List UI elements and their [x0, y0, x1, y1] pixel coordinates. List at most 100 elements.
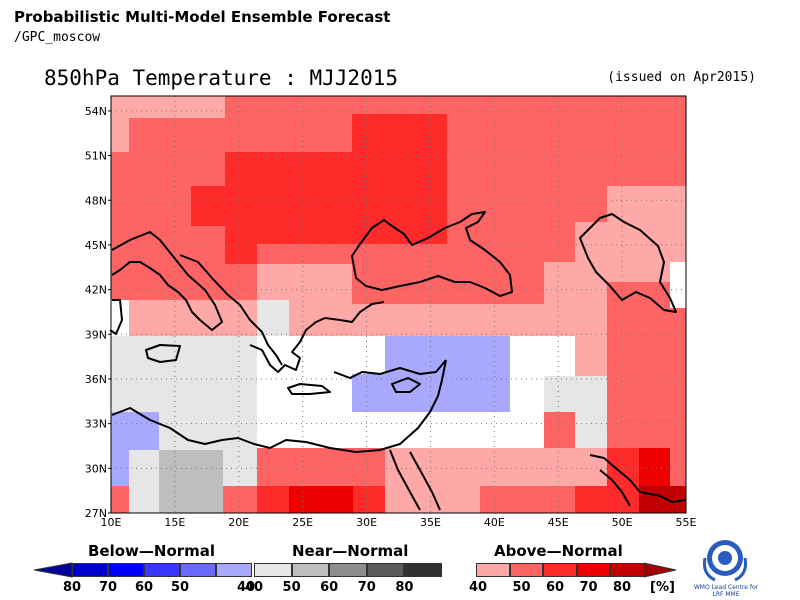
- lat-label: 54N: [85, 105, 107, 118]
- probability-cell: [385, 448, 480, 486]
- lat-label: 48N: [85, 194, 107, 207]
- legend-swatch: [509, 563, 543, 577]
- probability-cell: [129, 300, 257, 336]
- lat-label: 39N: [85, 328, 107, 341]
- probability-cell: [223, 486, 257, 513]
- lon-label: 10E: [101, 516, 122, 529]
- legend-label: 60: [545, 580, 565, 595]
- lon-label: 15E: [164, 516, 185, 529]
- legend-swatch: [543, 563, 577, 577]
- legend-swatch: [144, 563, 180, 577]
- lon-label: 55E: [676, 516, 697, 529]
- lat-label: 42N: [85, 284, 107, 297]
- probability-cell: [111, 374, 129, 414]
- legend-swatch: [180, 563, 216, 577]
- legend-swatch: [366, 563, 405, 577]
- probability-cell: [191, 186, 225, 226]
- legend-label: 40: [244, 580, 264, 595]
- lat-label: 45N: [85, 239, 107, 252]
- probability-cell: [544, 376, 607, 412]
- probability-cell: [111, 412, 159, 450]
- coastlines: [109, 211, 687, 511]
- probability-cell: [670, 486, 686, 513]
- legend-arrow-left: [34, 562, 73, 578]
- legend-swatch: [108, 563, 144, 577]
- lat-label: 33N: [85, 418, 107, 431]
- legend-swatch: [476, 563, 510, 577]
- probability-cell: [352, 114, 447, 154]
- probability-cell: [129, 96, 225, 118]
- lat-label: 30N: [85, 462, 107, 475]
- probability-cells: [111, 96, 686, 513]
- legend-label: 50: [282, 580, 301, 595]
- probability-cell: [111, 96, 129, 152]
- probability-cell: [129, 450, 159, 513]
- legend-label: 40: [236, 580, 256, 595]
- legend-above-title: Above—Normal: [494, 542, 623, 560]
- probability-cell: [385, 304, 575, 336]
- legend-swatch: [329, 563, 367, 577]
- probability-cell: [129, 374, 191, 414]
- legend-label: 50: [170, 580, 190, 595]
- probability-cell: [111, 300, 129, 336]
- legend-label: 60: [320, 580, 339, 595]
- probability-cell: [575, 412, 607, 448]
- logo-caption-line2: LRF MME: [712, 591, 740, 598]
- probability-cell: [575, 308, 607, 336]
- legend-label: 40: [468, 580, 488, 595]
- probability-cell: [575, 448, 607, 486]
- legend-swatch: [254, 563, 292, 577]
- probability-cell: [480, 486, 575, 513]
- probability-cell: [575, 336, 607, 376]
- lat-label: 51N: [85, 150, 107, 163]
- probability-cell: [111, 450, 129, 486]
- probability-cell: [225, 152, 447, 244]
- probability-cell: [225, 244, 257, 264]
- header-title: Probabilistic Multi-Model Ensemble Forec…: [14, 8, 391, 26]
- lon-label: 50E: [612, 516, 633, 529]
- probability-cell: [385, 486, 480, 513]
- legend-label: 70: [357, 580, 376, 595]
- grid-lines: [111, 96, 686, 513]
- lon-label: 20E: [228, 516, 249, 529]
- legend-swatch: [610, 563, 644, 577]
- issued-date: (issued on Apr2015): [607, 70, 756, 85]
- probability-cell: [257, 486, 289, 513]
- lon-label: 35E: [420, 516, 441, 529]
- lat-label: 36N: [85, 373, 107, 386]
- lon-label: 30E: [356, 516, 377, 529]
- legend-swatch: [576, 563, 610, 577]
- legend-unit: [%]: [650, 580, 675, 595]
- logo-caption-line1: WMO Lead Centre for: [693, 584, 759, 591]
- latitude-labels: 54N 51N 48N 45N 42N 39N 36N 33N 30N 27N: [85, 105, 111, 520]
- lat-label: 27N: [85, 507, 107, 520]
- probability-cell: [257, 300, 289, 336]
- lon-label: 40E: [484, 516, 505, 529]
- probability-cell: [111, 336, 191, 374]
- map-title: 850hPa Temperature : MJJ2015: [44, 66, 399, 90]
- probability-cell: [159, 414, 257, 450]
- legend-label: 80: [395, 580, 414, 595]
- legend-swatch: [216, 563, 252, 577]
- legend-near-title: Near—Normal: [292, 542, 409, 560]
- legend-label: 70: [98, 580, 118, 595]
- probability-cell: [352, 412, 544, 448]
- probability-cell: [191, 336, 257, 414]
- legend-label: 80: [62, 580, 82, 595]
- longitude-labels: 10E 15E 20E 25E 30E 35E 40E 45E 50E 55E: [101, 516, 697, 529]
- legend-label: 50: [512, 580, 531, 595]
- probability-cell: [480, 448, 575, 486]
- probability-cell: [353, 486, 385, 513]
- header-subtitle: /GPC_moscow: [14, 30, 101, 45]
- legend-below-title: Below—Normal: [88, 542, 216, 560]
- legend-swatch: [404, 563, 442, 577]
- legend-label: 80: [612, 580, 632, 595]
- probability-cell: [575, 486, 607, 513]
- probability-cell: [257, 264, 352, 304]
- lon-label: 25E: [292, 516, 313, 529]
- probability-cell: [385, 336, 510, 412]
- legend-arrow-right: [643, 562, 676, 578]
- legend-label: 70: [579, 580, 598, 595]
- lon-label: 45E: [548, 516, 569, 529]
